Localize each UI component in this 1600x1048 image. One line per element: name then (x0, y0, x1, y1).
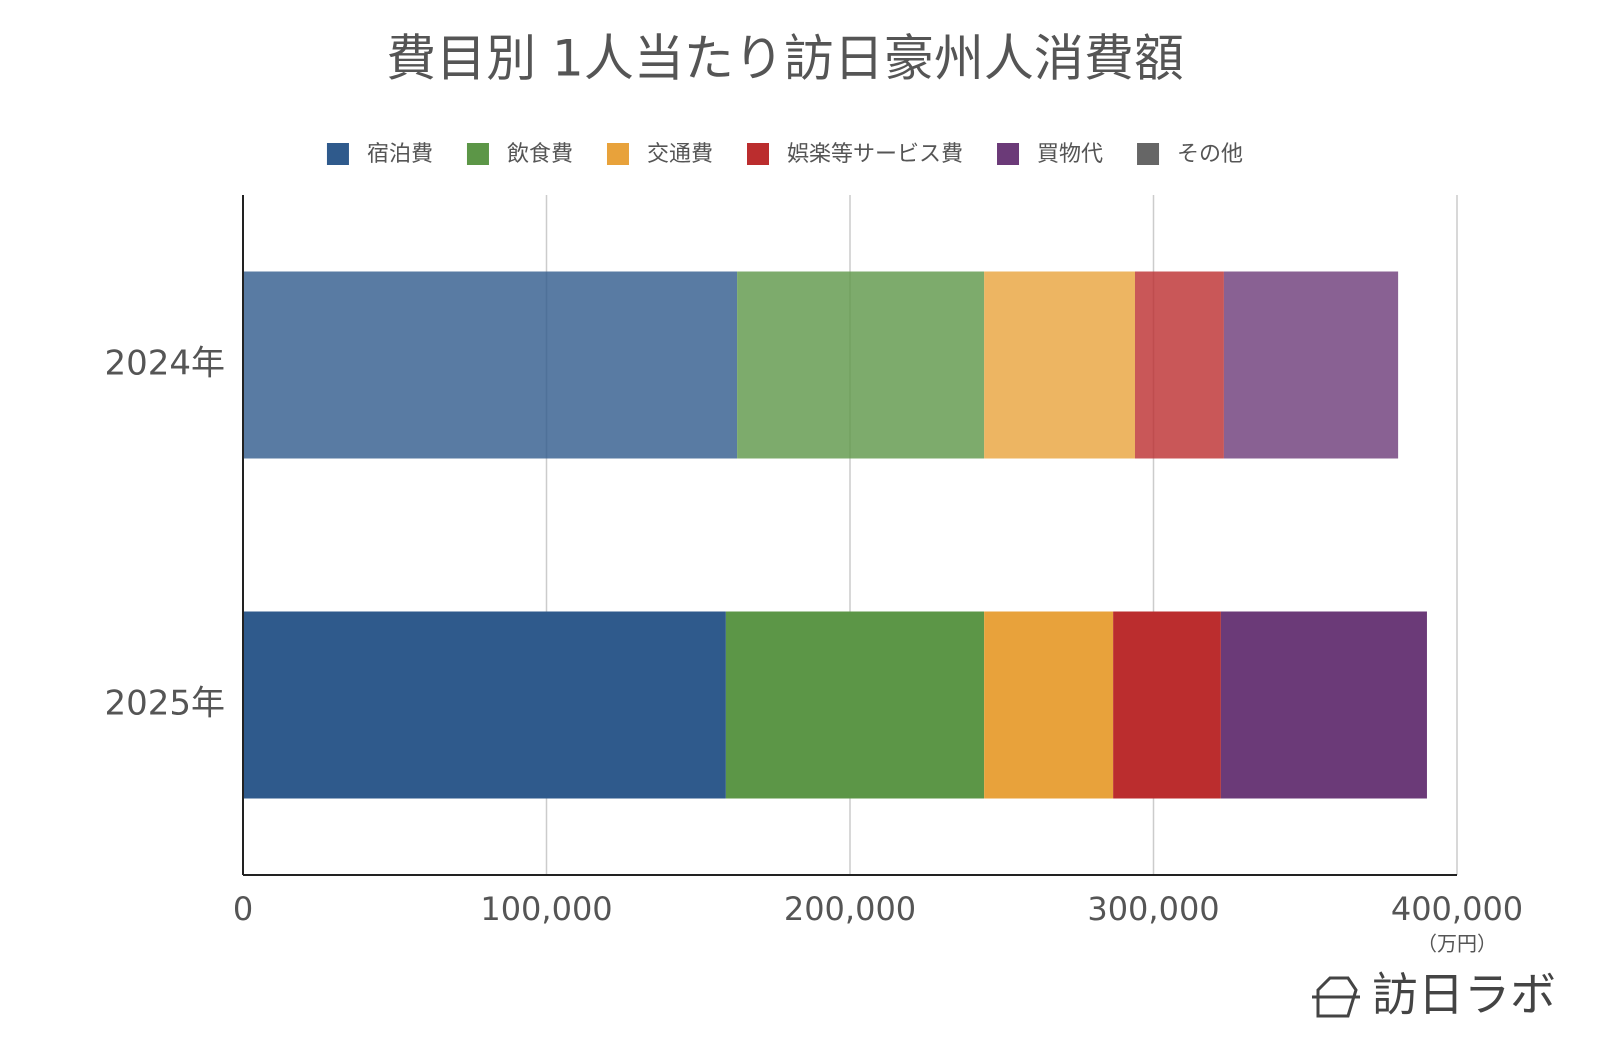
bar-segment (984, 271, 1135, 459)
legend-label: 宿泊費 (367, 142, 433, 167)
x-tick-label: 400,000 (1391, 890, 1523, 928)
bar-segment (243, 611, 726, 799)
bar-segment (1113, 611, 1221, 799)
logo-text: 訪日ラボ (1372, 968, 1556, 1022)
bar-segment (1134, 271, 1224, 459)
y-tick-label: 2025年 (104, 684, 225, 724)
legend-swatch (466, 143, 489, 165)
legend-label: その他 (1177, 142, 1243, 167)
bar-segment (725, 611, 985, 799)
bar-segment (243, 271, 738, 459)
bar-segment (737, 271, 985, 459)
bar-segment (1223, 271, 1399, 459)
x-tick-label: 200,000 (784, 890, 916, 928)
legend-swatch (1137, 143, 1160, 165)
legend: 宿泊費 飲食費 交通費 娯楽等サービス費 買物代 その他 (326, 142, 1243, 167)
legend-swatch (747, 143, 769, 165)
x-tick-label: 0 (233, 890, 253, 928)
legend-swatch (606, 143, 629, 165)
y-tick-label: 2024年 (104, 344, 225, 384)
legend-label: 娯楽等サービス費 (787, 142, 963, 167)
legend-swatch (997, 143, 1020, 165)
bar-segment (1220, 611, 1427, 799)
axes (242, 195, 1457, 876)
logo-icon (1312, 976, 1360, 1018)
bar-segment (984, 611, 1114, 799)
x-tick-label: 300,000 (1087, 890, 1219, 928)
legend-label: 交通費 (647, 142, 713, 167)
x-tick-label: 100,000 (480, 890, 612, 928)
x-unit: （万円） (1417, 932, 1497, 956)
chart-title: 費目別 1人当たり訪日豪州人消費額 (386, 30, 1184, 88)
logo: 訪日ラボ (1312, 968, 1556, 1022)
legend-swatch (326, 143, 349, 165)
bars (243, 271, 1427, 799)
legend-label: 飲食費 (507, 142, 573, 167)
legend-label: 買物代 (1037, 142, 1103, 167)
